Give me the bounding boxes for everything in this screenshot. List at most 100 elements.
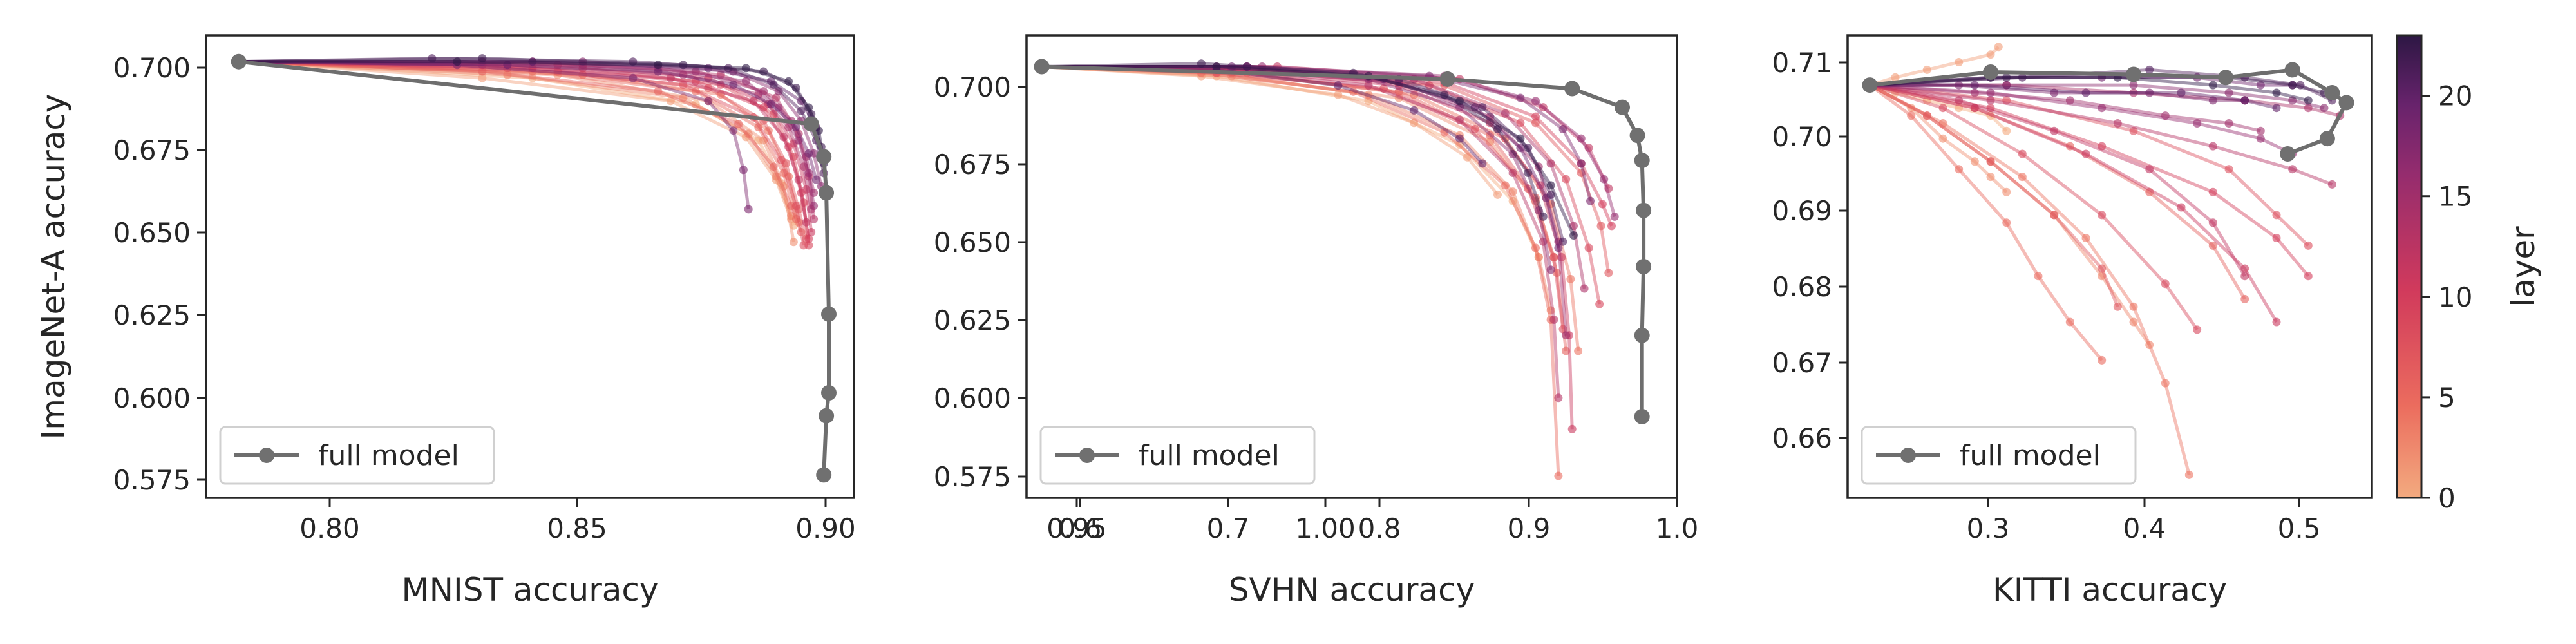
series-line (1870, 83, 2333, 186)
data-point (1595, 299, 1604, 308)
series-layer-19 (1037, 62, 1563, 252)
data-point (716, 70, 725, 79)
data-point (2113, 302, 2122, 311)
data-point (774, 87, 783, 96)
full-model-point (2324, 85, 2340, 100)
data-point (2002, 73, 2011, 82)
full-model-point (1634, 327, 1650, 343)
x-tick-label: 0.95 (1046, 513, 1107, 544)
data-point (2224, 88, 2233, 97)
data-point (1455, 115, 1464, 124)
data-point (691, 67, 700, 76)
data-point (1534, 252, 1543, 261)
data-point (2065, 96, 2074, 105)
data-point (553, 67, 562, 76)
data-point (1986, 111, 1995, 120)
data-point (2018, 149, 2027, 158)
y-tick-label: 0.600 (934, 383, 1011, 414)
data-point (478, 67, 487, 76)
data-point (1604, 269, 1613, 278)
data-point (1508, 187, 1517, 196)
series-line (1041, 65, 1499, 196)
data-point (2065, 142, 2074, 151)
data-point (1986, 88, 1995, 97)
data-point (2145, 88, 2154, 97)
data-point (2193, 325, 2202, 334)
series-layer-19 (234, 57, 820, 184)
data-point (791, 202, 800, 211)
full-model-point (816, 149, 832, 165)
y-tick-label: 0.575 (113, 464, 191, 496)
x-tick-label: 0.6 (1059, 513, 1102, 544)
data-point (1577, 159, 1586, 168)
data-point (1470, 103, 1479, 112)
data-point (1534, 162, 1543, 171)
data-point (679, 61, 688, 70)
data-point (1955, 80, 1964, 90)
layer-colorbar: 0 5 10 15 20 layer (2396, 34, 2542, 514)
full-model-point (2284, 62, 2300, 78)
data-point (1549, 252, 1558, 261)
y-tick-label: 0.650 (113, 217, 191, 249)
data-point (2050, 126, 2059, 135)
legend-marker (259, 448, 274, 463)
data-point (704, 64, 713, 73)
legend: full model (219, 426, 495, 485)
data-point (2098, 104, 2107, 113)
series-line (1870, 83, 2245, 102)
data-point (784, 123, 793, 132)
y-tick-label: 0.68 (1772, 271, 1832, 303)
data-point (1986, 104, 1995, 113)
data-point (766, 100, 775, 109)
data-point (724, 64, 733, 73)
data-point (1531, 97, 1540, 106)
data-point (2098, 211, 2107, 220)
data-point (812, 175, 820, 184)
series-line (238, 60, 793, 216)
y-tick-label: 0.675 (113, 135, 191, 166)
full-model-point (1634, 153, 1650, 169)
data-point (2208, 96, 2217, 105)
data-point (1567, 424, 1577, 433)
data-point (1486, 131, 1495, 140)
y-tick-label: 0.625 (113, 299, 191, 331)
data-point (503, 70, 512, 79)
data-point (2018, 73, 2027, 82)
series-line (1869, 83, 2119, 308)
data-point (691, 87, 700, 96)
data-point (1463, 153, 1472, 162)
data-point (1922, 96, 1931, 105)
data-point (2224, 119, 2233, 128)
series-layer-10 (1866, 80, 2313, 281)
data-point (704, 97, 713, 106)
data-point (2256, 126, 2265, 135)
data-point (1554, 393, 1563, 402)
data-point (1227, 62, 1236, 71)
data-point (2129, 80, 2138, 90)
full-model-point (231, 53, 247, 70)
data-point (528, 64, 537, 73)
legend: full model (1039, 426, 1316, 485)
data-point (2002, 218, 2011, 227)
data-point (804, 234, 813, 243)
series-line (238, 60, 800, 223)
full-model-point (821, 385, 837, 401)
data-point (1938, 104, 1947, 113)
data-point (1554, 243, 1563, 252)
data-point (2272, 104, 2281, 113)
x-tick-label: 0.80 (299, 513, 360, 544)
series-line (1041, 65, 1560, 477)
series-layer-16 (1037, 62, 1619, 221)
data-point (1546, 265, 1555, 274)
series-line (238, 60, 793, 220)
data-point (1379, 84, 1388, 93)
data-point (2098, 264, 2107, 273)
series-line (1870, 83, 2261, 133)
data-point (1986, 50, 1995, 59)
data-point (2304, 96, 2313, 105)
data-point (1546, 190, 1555, 199)
data-point (2145, 65, 2154, 74)
x-tick-label: 0.3 (1967, 513, 2010, 544)
full-model-point (2319, 131, 2335, 147)
